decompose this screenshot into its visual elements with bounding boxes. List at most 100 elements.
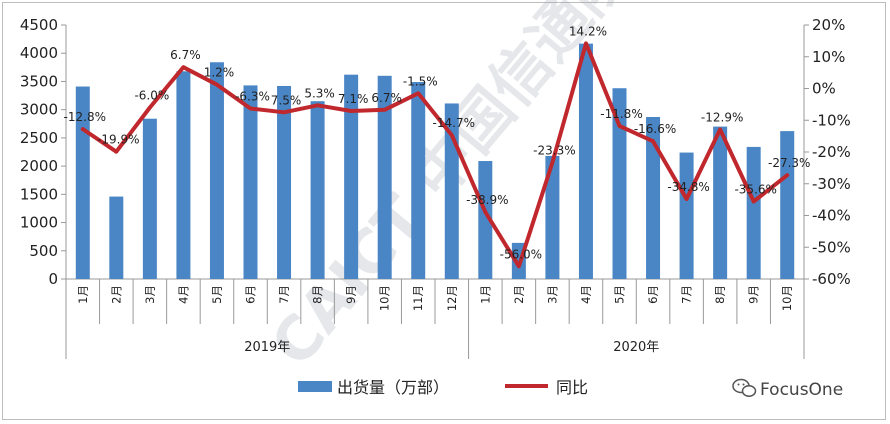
line-data-label: -38.9% — [466, 193, 508, 207]
x-category-label: 4月 — [579, 285, 593, 304]
x-category-label: 11月 — [411, 285, 425, 311]
y-right-tick-label: -20% — [812, 143, 851, 161]
y-right-tick-label: -50% — [812, 238, 851, 256]
line-point — [80, 127, 85, 131]
line-point — [785, 173, 790, 177]
x-category-label: 7月 — [277, 285, 291, 304]
x-category-label: 12月 — [445, 285, 459, 311]
line-data-label: -35.6% — [734, 183, 776, 197]
bar — [243, 85, 258, 279]
bar — [713, 126, 728, 279]
line-data-label: 6.7% — [170, 48, 201, 62]
line-data-label: -1.5% — [403, 74, 438, 88]
line-point — [282, 110, 286, 115]
line-data-label: 5.3% — [304, 86, 335, 100]
x-category-label: 10月 — [378, 285, 392, 311]
line-data-label: -11.8% — [600, 107, 642, 121]
x-category-label: 3月 — [143, 285, 157, 304]
line-point — [517, 264, 521, 269]
y-left-tick-label: 1000 — [20, 214, 58, 232]
line-data-label: -14.7% — [433, 116, 475, 130]
line-point — [751, 199, 756, 204]
line-point — [248, 106, 253, 111]
line-point — [181, 65, 186, 70]
line-data-label: 14.2% — [569, 24, 607, 38]
brand: FocusOne — [732, 378, 843, 400]
line-point — [114, 149, 119, 154]
bar — [646, 117, 661, 279]
bar — [277, 85, 292, 280]
line-point — [449, 133, 454, 137]
line-point — [684, 197, 689, 201]
bar — [209, 62, 224, 280]
line-data-label: -6.0% — [134, 89, 169, 103]
bar — [612, 88, 627, 280]
bar — [176, 71, 191, 279]
bar — [344, 74, 359, 279]
line-point — [718, 127, 722, 132]
line-point — [617, 124, 622, 128]
line-data-label: 7.1% — [338, 92, 369, 106]
y-right-tick-label: -40% — [812, 207, 851, 225]
line-data-label: -34.8% — [667, 180, 709, 194]
bar — [578, 43, 593, 280]
y-right-tick-label: 20% — [812, 16, 845, 34]
y-left-tick-label: 3500 — [20, 72, 58, 90]
x-category-label: 1月 — [478, 285, 492, 304]
legend-bar-swatch — [298, 381, 332, 392]
data-labels: -12.8%-19.9%-6.0%6.7%1.2%-6.3% 7.5% 5.3% 7.… — [64, 24, 811, 261]
bar — [377, 75, 392, 279]
bar — [310, 101, 325, 279]
x-category-label: 6月 — [244, 285, 258, 304]
brand-text: FocusOne — [760, 380, 843, 400]
y-left-tick-label: 500 — [29, 242, 58, 260]
y-left-tick-label: 3000 — [20, 101, 58, 119]
x-category-label: 1月 — [76, 285, 90, 304]
x-group-label: 2019年 — [244, 340, 290, 355]
line-point — [483, 210, 488, 214]
line-point — [651, 139, 655, 144]
y-left-tick-label: 4000 — [20, 44, 58, 62]
line-point — [315, 103, 320, 108]
bar — [75, 86, 90, 279]
x-category-label: 8月 — [311, 285, 325, 304]
bar — [411, 82, 426, 280]
y-left-tick-label: 2500 — [20, 129, 58, 147]
x-group-label: 2020年 — [613, 340, 659, 355]
x-category-label: 9月 — [344, 285, 358, 304]
line-data-label: 6.7% — [371, 91, 402, 105]
line-data-label: -16.6% — [634, 122, 676, 136]
line-data-label: -27.3% — [768, 156, 810, 170]
bar — [478, 161, 493, 279]
line-data-label: -12.8% — [64, 110, 106, 124]
y-left-tick-label: 1500 — [20, 185, 58, 203]
legend-line-label: 同比 — [556, 378, 588, 397]
x-category-label: 6月 — [646, 285, 660, 304]
y-left-tick-label: 4500 — [20, 16, 58, 34]
bar-series — [75, 43, 795, 280]
line-data-label: -23.3% — [533, 143, 575, 157]
y-right-tick-label: -60% — [812, 270, 851, 288]
x-category-label: 4月 — [176, 285, 190, 304]
y-left-tick-label: 2000 — [20, 157, 58, 175]
x-category-label: 7月 — [680, 285, 694, 304]
y-right-tick-label: 10% — [812, 48, 845, 66]
y-right-tick-label: 0% — [812, 80, 836, 98]
y-right-tick-label: -30% — [812, 175, 851, 193]
line-series — [80, 41, 790, 269]
bar — [780, 131, 795, 279]
legend-bar-label: 出货量（万部） — [337, 378, 449, 397]
line-point — [382, 107, 387, 112]
yoy-line — [80, 41, 790, 269]
x-category-label: 3月 — [545, 285, 559, 304]
line-point — [148, 105, 152, 110]
x-category-label: 2月 — [109, 285, 123, 304]
x-category-label: 2月 — [512, 285, 526, 304]
x-category-label: 8月 — [713, 285, 727, 304]
bar — [545, 155, 560, 279]
line-point — [215, 82, 219, 87]
line-data-label: -19.9% — [97, 133, 139, 147]
line-data-label: 1.2% — [204, 66, 235, 80]
line-point — [584, 41, 588, 46]
